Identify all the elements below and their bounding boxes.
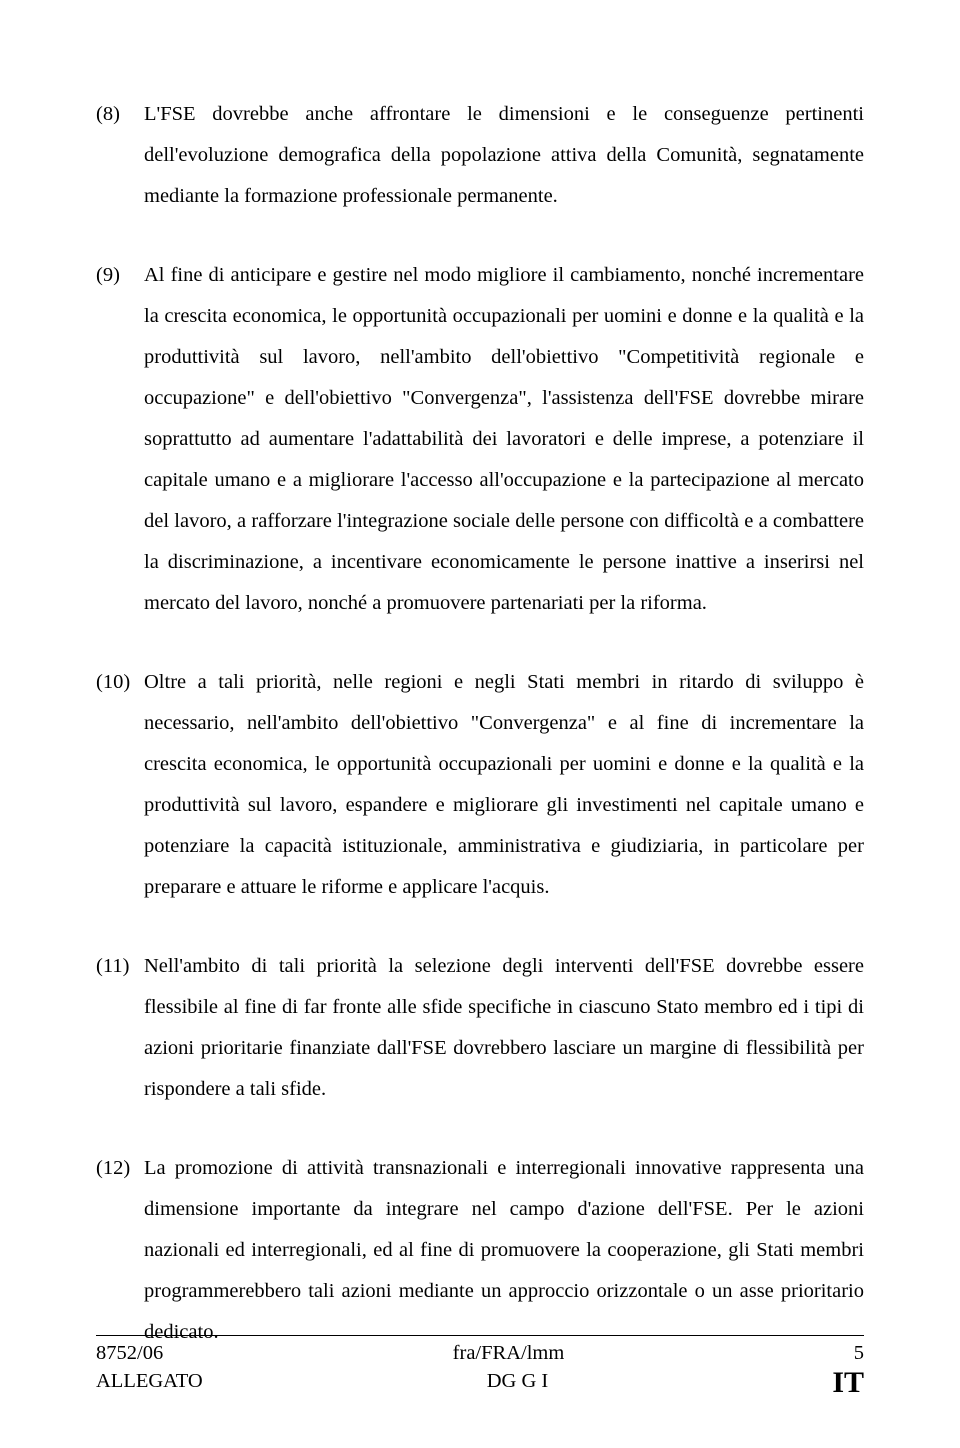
recital-8: (8) L'FSE dovrebbe anche affrontare le d… xyxy=(96,94,864,217)
recital-text: La promozione di attività transnazionali… xyxy=(144,1148,864,1353)
recital-number: (9) xyxy=(96,255,144,624)
footer-language: IT xyxy=(832,1368,864,1398)
recital-number: (12) xyxy=(96,1148,144,1353)
recital-text: Nell'ambito di tali priorità la selezion… xyxy=(144,946,864,1110)
recital-9: (9) Al fine di anticipare e gestire nel … xyxy=(96,255,864,624)
page-footer: 8752/06 fra/FRA/lmm 5 ALLEGATO DG G I IT xyxy=(96,1335,864,1398)
footer-doc-ref: 8752/06 xyxy=(96,1340,163,1368)
footer-page-number: 5 xyxy=(854,1340,864,1368)
recital-10: (10) Oltre a tali priorità, nelle region… xyxy=(96,662,864,908)
page: (8) L'FSE dovrebbe anche affrontare le d… xyxy=(0,0,960,1448)
recital-text: L'FSE dovrebbe anche affrontare le dimen… xyxy=(144,94,864,217)
recital-text: Al fine di anticipare e gestire nel modo… xyxy=(144,255,864,624)
recital-number: (11) xyxy=(96,946,144,1110)
footer-divider xyxy=(96,1335,864,1336)
footer-responsible: fra/FRA/lmm xyxy=(163,1340,854,1368)
footer-annex: ALLEGATO xyxy=(96,1368,203,1398)
footer-department: DG G I xyxy=(203,1368,833,1398)
recital-number: (10) xyxy=(96,662,144,908)
recital-12: (12) La promozione di attività transnazi… xyxy=(96,1148,864,1353)
recital-text: Oltre a tali priorità, nelle regioni e n… xyxy=(144,662,864,908)
recital-number: (8) xyxy=(96,94,144,217)
recital-11: (11) Nell'ambito di tali priorità la sel… xyxy=(96,946,864,1110)
